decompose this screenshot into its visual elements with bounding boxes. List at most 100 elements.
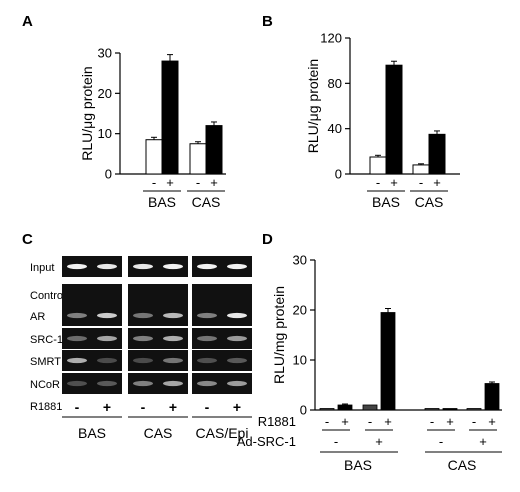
gel-band bbox=[197, 312, 217, 319]
bar bbox=[484, 383, 500, 411]
gel-lane-block bbox=[128, 256, 188, 277]
r1881-sign: + bbox=[341, 414, 349, 429]
gel-lane-block bbox=[62, 284, 122, 305]
r1881-sign: - bbox=[472, 414, 476, 429]
gel-lane-block bbox=[128, 284, 188, 305]
gel-row-label: SRC-1 bbox=[30, 334, 63, 346]
gel-band bbox=[67, 312, 87, 319]
src1-sign: + bbox=[479, 434, 487, 449]
gel-band bbox=[67, 380, 87, 387]
r1881-sign: + bbox=[446, 414, 454, 429]
panel-a-label: A bbox=[22, 13, 33, 30]
treatment-label: - bbox=[196, 175, 200, 190]
gel-band bbox=[133, 357, 153, 364]
treatment-label: + bbox=[166, 175, 174, 190]
gel-band bbox=[227, 380, 247, 387]
bar bbox=[412, 164, 430, 175]
bar bbox=[442, 408, 458, 411]
treatment-label: + bbox=[390, 175, 398, 190]
bar bbox=[319, 408, 335, 411]
gel-band bbox=[227, 312, 247, 319]
bar bbox=[369, 156, 387, 175]
gel-lane-block bbox=[62, 350, 122, 371]
bar bbox=[189, 143, 207, 175]
gel-band bbox=[133, 263, 153, 270]
y-tick-label: 40 bbox=[328, 121, 342, 136]
gel-band bbox=[97, 312, 117, 319]
y-tick-label: 10 bbox=[293, 353, 307, 368]
gel-band bbox=[97, 335, 117, 342]
gel-lane-block bbox=[192, 328, 252, 349]
gel-lane-block bbox=[62, 305, 122, 326]
gel-treatment-sign: - bbox=[141, 399, 146, 415]
bar bbox=[466, 408, 482, 411]
y-tick-label: 0 bbox=[300, 403, 307, 418]
gel-lane-block bbox=[62, 328, 122, 349]
gel-lane-block bbox=[62, 373, 122, 394]
category-label: BAS bbox=[148, 194, 176, 210]
row-label-r1881: R1881 bbox=[258, 414, 296, 429]
gel-band bbox=[197, 263, 217, 270]
treatment-label: - bbox=[376, 175, 380, 190]
gel-band bbox=[197, 380, 217, 387]
gel-band bbox=[163, 335, 183, 342]
y-tick-label: 0 bbox=[335, 167, 342, 182]
gel-band bbox=[67, 357, 87, 364]
y-tick-label: 80 bbox=[328, 76, 342, 91]
gel-band bbox=[97, 357, 117, 364]
gel-row-label: Control bbox=[30, 290, 65, 302]
category-label: BAS bbox=[372, 194, 400, 210]
gel-band bbox=[97, 380, 117, 387]
src1-sign: - bbox=[439, 434, 443, 449]
gel-band bbox=[227, 263, 247, 270]
panel-d-label: D bbox=[262, 231, 273, 248]
bar bbox=[380, 312, 396, 411]
gel-treatment-label: R1881 bbox=[30, 401, 62, 413]
bar bbox=[424, 408, 440, 411]
gel-lane-block bbox=[62, 256, 122, 277]
gel-band bbox=[133, 335, 153, 342]
y-tick-label: 20 bbox=[293, 303, 307, 318]
panel-c-label: C bbox=[22, 231, 33, 248]
treatment-label: + bbox=[433, 175, 441, 190]
gel-treatment-sign: - bbox=[205, 399, 210, 415]
gel-row-label: NCoR bbox=[30, 379, 60, 391]
r1881-sign: - bbox=[325, 414, 329, 429]
gel-lane-block bbox=[192, 256, 252, 277]
r1881-sign: - bbox=[368, 414, 372, 429]
r1881-sign: + bbox=[384, 414, 392, 429]
gel-band bbox=[163, 380, 183, 387]
gel-group-label: CAS bbox=[144, 425, 173, 441]
y-tick-label: 0 bbox=[105, 167, 112, 182]
y-tick-label: 120 bbox=[320, 31, 342, 46]
category-label: CAS bbox=[415, 194, 444, 210]
gel-treatment-sign: - bbox=[75, 399, 80, 415]
r1881-sign: + bbox=[488, 414, 496, 429]
gel-lane-block bbox=[192, 350, 252, 371]
gel-treatment-sign: + bbox=[103, 399, 111, 415]
y-tick-label: 10 bbox=[98, 126, 112, 141]
gel-row-label: Input bbox=[30, 262, 54, 274]
gel-band bbox=[197, 335, 217, 342]
gel-lane-block bbox=[128, 373, 188, 394]
gel-panel-c: Input Control AR SRC-1 SMRT NCoR R1881 - + BAS - + C… bbox=[30, 256, 252, 441]
gel-band bbox=[163, 263, 183, 270]
bar bbox=[362, 404, 378, 411]
gel-band bbox=[97, 263, 117, 270]
gel-band bbox=[133, 380, 153, 387]
gel-band bbox=[67, 263, 87, 270]
gel-lane-block bbox=[192, 284, 252, 305]
gel-row-label: AR bbox=[30, 311, 45, 323]
y-tick-label: 30 bbox=[293, 253, 307, 268]
bar bbox=[161, 60, 179, 175]
treatment-label: - bbox=[152, 175, 156, 190]
gel-treatment-sign: + bbox=[233, 399, 241, 415]
bar bbox=[337, 404, 353, 411]
category-label: CAS bbox=[448, 457, 477, 473]
bar bbox=[205, 125, 223, 175]
gel-row-label: SMRT bbox=[30, 356, 61, 368]
